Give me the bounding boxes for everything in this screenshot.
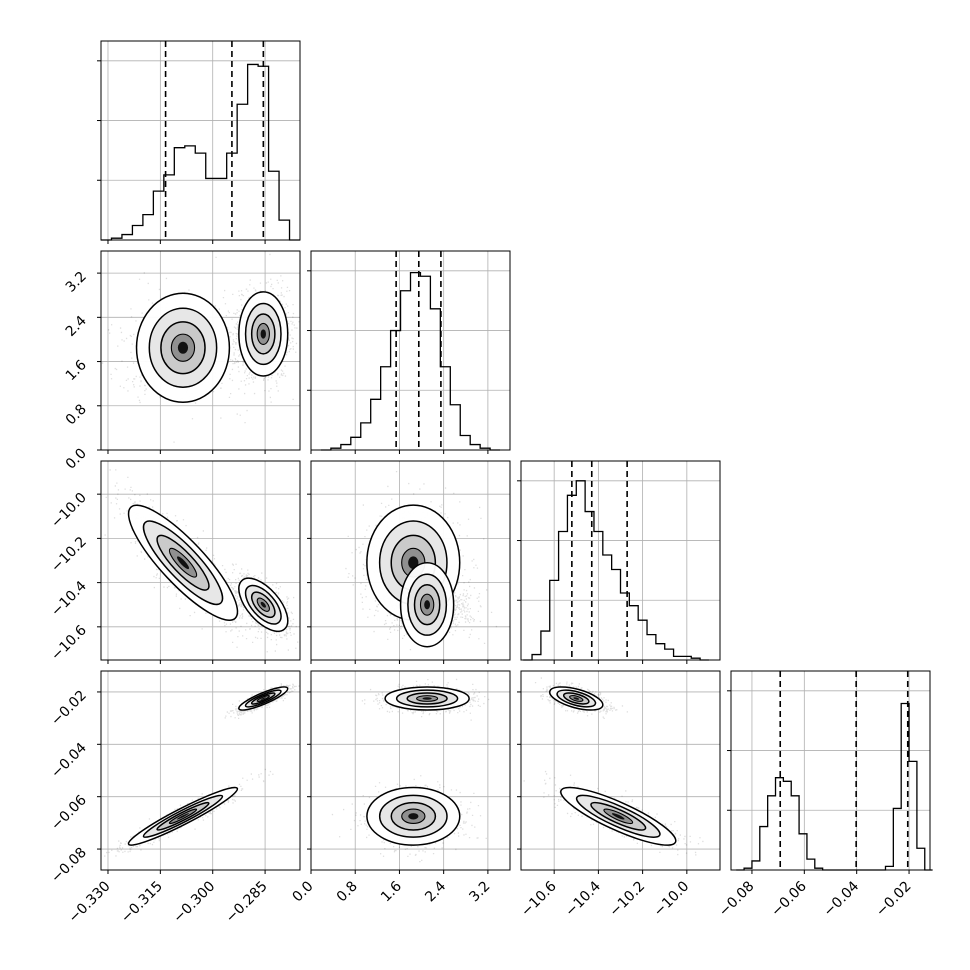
panel-content <box>101 671 300 870</box>
density-peak <box>422 697 432 700</box>
hist-panel-1 <box>307 250 511 454</box>
y-tick-label: −0.08 <box>48 845 90 887</box>
x-tick-label: −0.02 <box>873 878 915 920</box>
x-tick-label: −0.330 <box>66 878 114 926</box>
pair-panel-frame <box>100 670 301 871</box>
density-peak <box>177 556 190 570</box>
hist-panel-bg <box>521 461 720 660</box>
x-tick-label: −0.315 <box>118 878 166 926</box>
histogram-step <box>320 271 501 451</box>
hist-panel-frame <box>730 670 931 871</box>
x-tick-label: −10.2 <box>607 878 649 920</box>
x-tick-label: −0.300 <box>170 878 218 926</box>
x-tick-label: 0.0 <box>290 878 317 905</box>
y-tick-label: 1.6 <box>63 357 90 384</box>
density-peak <box>177 341 189 354</box>
pair-panel-frame <box>100 250 301 451</box>
hist-panel-frame <box>100 40 301 241</box>
pair-panel-2-1 <box>307 460 511 664</box>
x-tick-label: −10.4 <box>562 878 604 920</box>
y-tick-label: 2.4 <box>63 313 90 340</box>
histogram-step <box>101 63 300 241</box>
pair-panel-3-1 <box>307 670 511 874</box>
density-peak <box>176 813 189 820</box>
density-peak <box>573 697 580 700</box>
density-peak <box>611 813 625 820</box>
pair-panel-frame <box>520 670 721 871</box>
pair-panel-frame <box>100 460 301 661</box>
y-tick-label: 0.0 <box>63 446 90 473</box>
panel-content <box>521 671 720 870</box>
y-tick-label: −0.06 <box>48 792 90 834</box>
hist-panel-2 <box>517 460 721 664</box>
y-tick-label: −0.02 <box>48 687 90 729</box>
y-tick-label: −0.04 <box>48 740 90 782</box>
panel-content <box>311 461 510 660</box>
y-tick-label: −10.6 <box>48 622 90 664</box>
x-tick-label: 3.2 <box>466 878 493 905</box>
y-tick-label: 0.8 <box>63 401 90 428</box>
y-tick-label: −10.2 <box>48 534 90 576</box>
density-peak <box>408 813 419 820</box>
hist-panel-bg <box>101 41 300 240</box>
y-tick-label: −10.0 <box>48 490 90 532</box>
x-tick-label: −0.04 <box>821 878 863 920</box>
x-tick-label: 2.4 <box>422 878 449 905</box>
panel-content <box>101 461 300 660</box>
hist-panel-frame <box>520 460 721 661</box>
y-tick-label: −10.4 <box>48 578 90 620</box>
density-peak <box>424 600 431 610</box>
x-tick-label: 0.8 <box>334 878 361 905</box>
x-tick-label: −10.6 <box>518 878 560 920</box>
hist-panel-frame <box>310 250 511 451</box>
y-tick-label: 3.2 <box>63 269 90 296</box>
pair-panel-3-0 <box>97 670 301 874</box>
x-tick-label: −0.06 <box>768 878 810 920</box>
panel-content <box>101 251 300 450</box>
pair-panel-frame <box>310 460 511 661</box>
histogram-step <box>523 480 709 661</box>
hist-panel-0 <box>97 40 301 244</box>
hist-panel-bg <box>731 671 930 870</box>
pair-panel-bg <box>521 671 720 870</box>
pair-panel-3-2 <box>517 670 721 874</box>
histogram-step <box>736 702 933 871</box>
pair-panel-frame <box>310 670 511 871</box>
pair-panel-1-0 <box>97 250 301 454</box>
x-tick-label: −10.0 <box>651 878 693 920</box>
x-tick-label: −0.08 <box>716 878 758 920</box>
pair-panel-2-0 <box>97 460 301 664</box>
hist-panel-3 <box>727 670 933 874</box>
density-peak <box>260 329 266 339</box>
x-tick-label: 1.6 <box>378 878 405 905</box>
panel-content <box>311 671 510 870</box>
x-tick-label: −0.285 <box>223 878 271 926</box>
density-peak <box>260 697 266 700</box>
density-peak <box>260 601 266 608</box>
